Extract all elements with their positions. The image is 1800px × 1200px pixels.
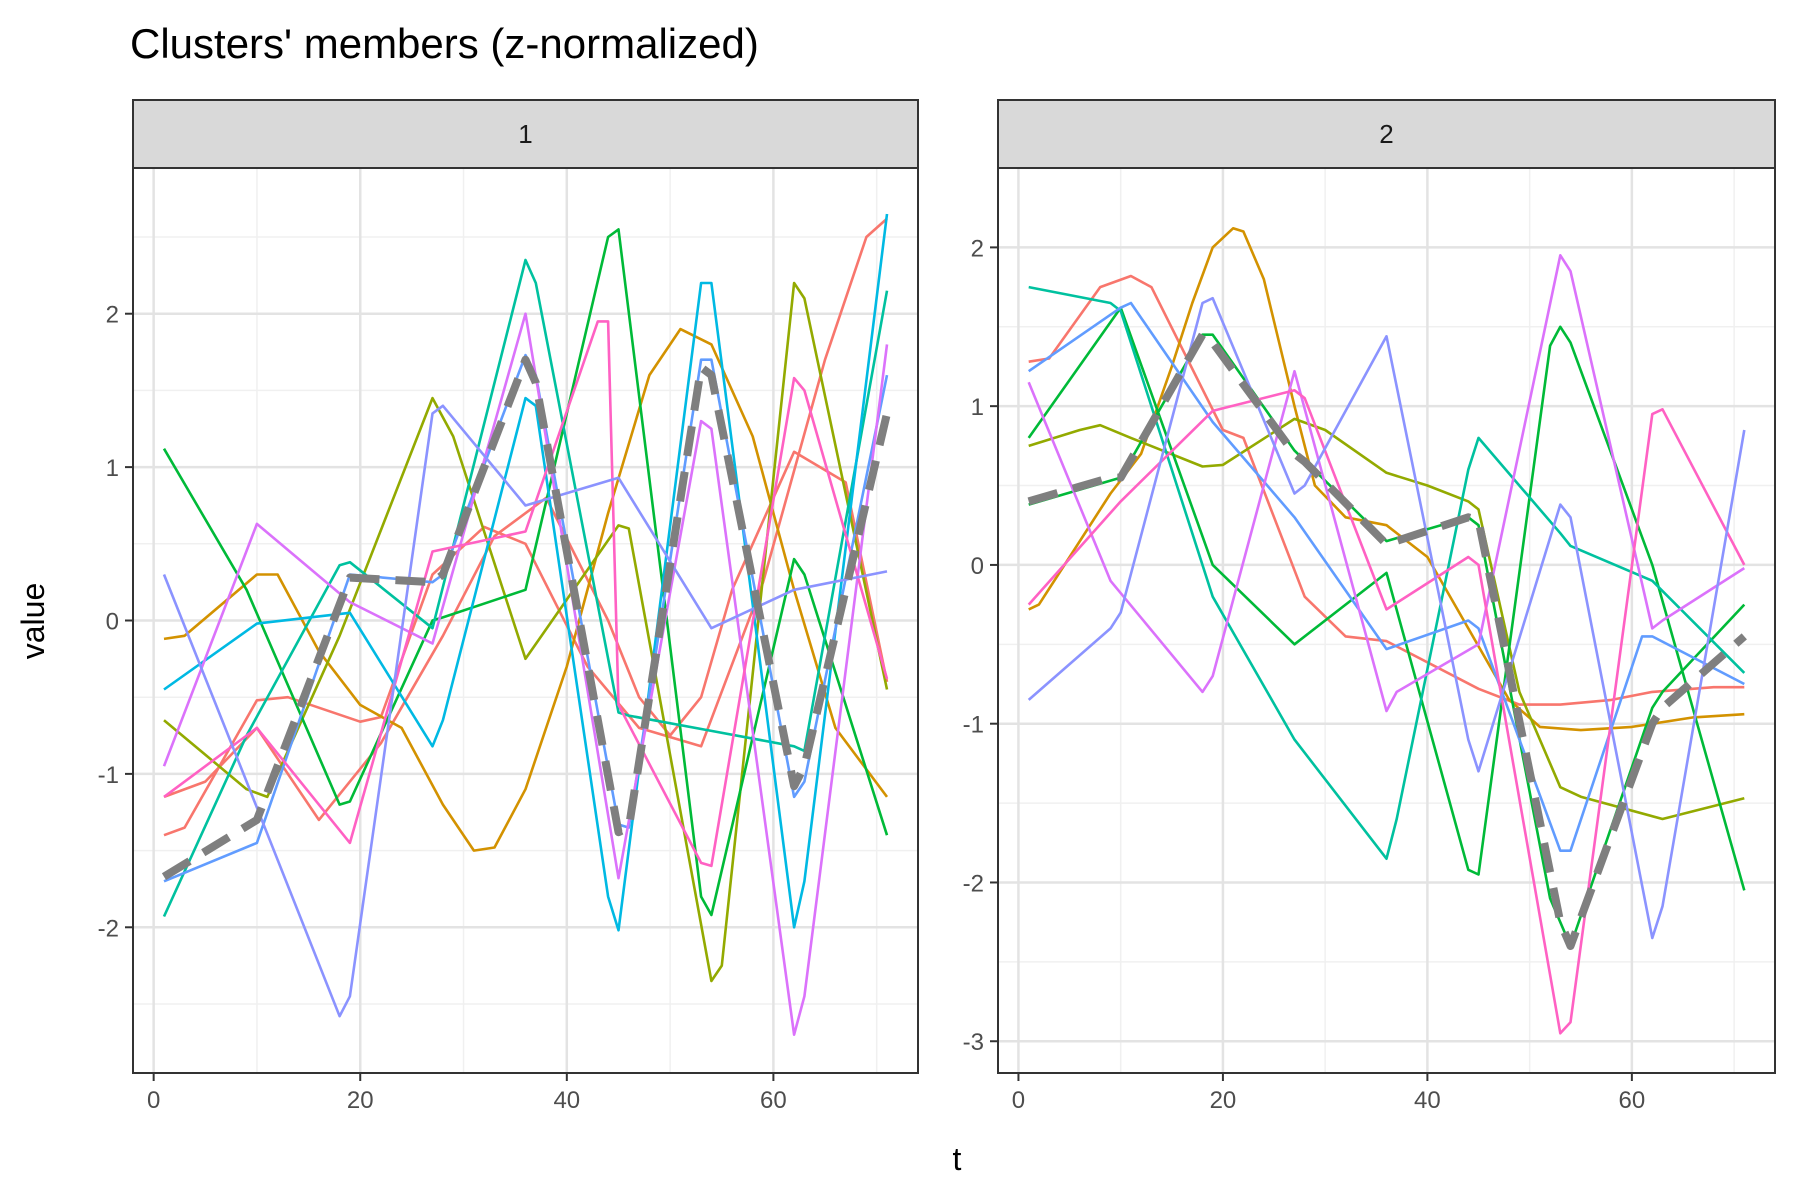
centroid-line — [1027, 330, 1747, 950]
y-tick-label: -2 — [963, 870, 984, 897]
series-line-9 — [1027, 388, 1746, 1035]
centroid-line — [161, 355, 891, 881]
series-line-11 — [162, 404, 888, 1018]
x-tick-label: 20 — [1210, 1087, 1237, 1114]
y-axis-title: value — [15, 583, 51, 660]
y-tick-label: 2 — [971, 235, 984, 262]
facet-strip-label: 1 — [518, 119, 532, 149]
y-tick-label: -1 — [98, 762, 119, 789]
facet-strip — [997, 99, 1776, 169]
chart-title: Clusters' members (z-normalized) — [130, 20, 759, 67]
panel-1: 1 0 20 40 60 -2 -1 0 1 2 — [98, 99, 919, 1114]
x-tick-label: 0 — [1012, 1087, 1025, 1114]
y-tick-label: 2 — [106, 302, 119, 329]
series-line-6 — [1028, 285, 1746, 861]
y-tick-label: -2 — [98, 915, 119, 942]
series-line-7 — [163, 213, 889, 932]
x-tick-label: 60 — [760, 1087, 787, 1114]
facet-strip — [132, 99, 919, 169]
series-line-2 — [163, 450, 889, 822]
series-line-8 — [1027, 254, 1746, 713]
y-tick-label: -1 — [963, 712, 984, 739]
series-line-3 — [1028, 417, 1745, 821]
y-tick-label: 1 — [971, 394, 984, 421]
y-tick-label: -3 — [963, 1029, 984, 1056]
x-tick-label: 40 — [553, 1087, 580, 1114]
facet-strip-label: 2 — [1379, 119, 1393, 149]
series-line-9 — [162, 312, 889, 1036]
series-line-3 — [163, 327, 889, 852]
x-tick-label: 0 — [147, 1087, 160, 1114]
series-line-4 — [1027, 306, 1746, 891]
series-line-6 — [162, 258, 889, 918]
y-tick-label: 0 — [106, 609, 119, 636]
x-tick-label: 20 — [347, 1087, 374, 1114]
series-line-7 — [1027, 301, 1745, 853]
series-line-10 — [1027, 296, 1746, 940]
panel-background — [998, 168, 1775, 1073]
series-line-10 — [163, 320, 889, 868]
x-tick-label: 60 — [1619, 1087, 1646, 1114]
series-line-1 — [1028, 274, 1745, 706]
y-tick-label: 1 — [106, 455, 119, 482]
panel-border — [997, 167, 1776, 1074]
x-tick-label: 40 — [1414, 1087, 1441, 1114]
x-axis-title: t — [953, 1141, 962, 1177]
y-tick-label: 0 — [971, 553, 984, 580]
